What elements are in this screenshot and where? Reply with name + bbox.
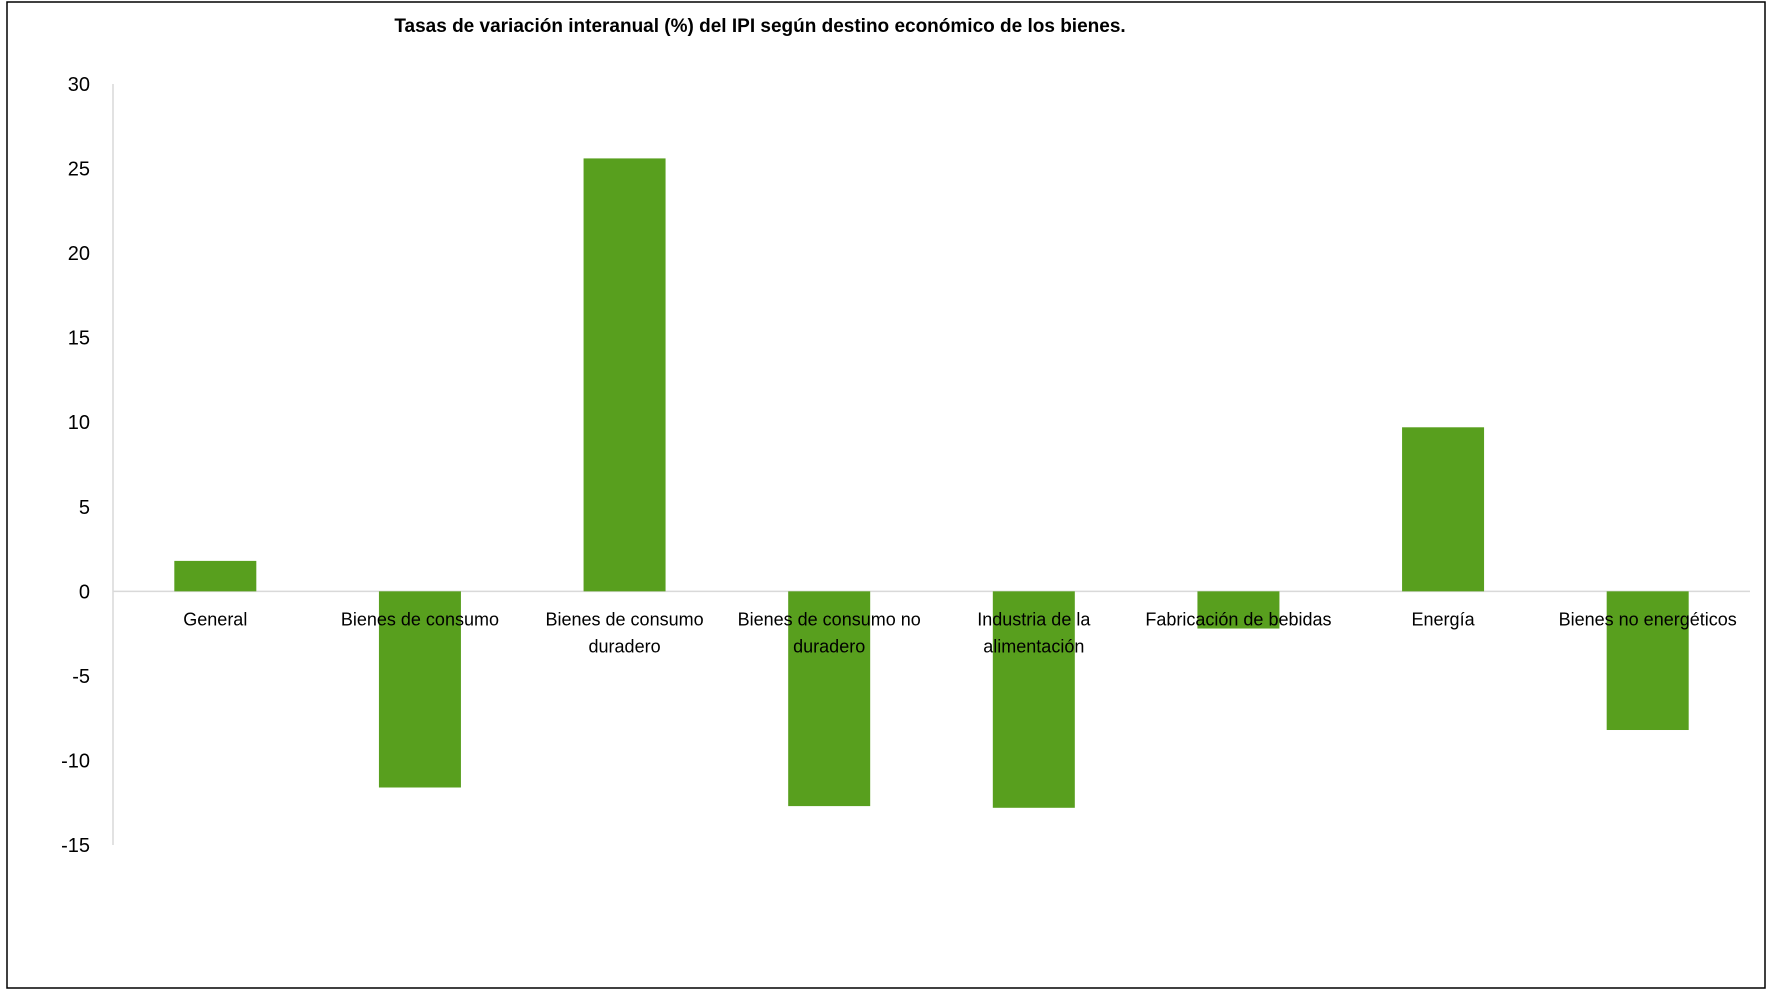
bar-2 xyxy=(583,158,666,592)
x-category-label: Bienes de consumo no duradero xyxy=(738,609,921,656)
bars xyxy=(174,158,1689,808)
y-tick-label: -5 xyxy=(72,666,90,688)
x-category-label: Bienes de consumo duradero xyxy=(546,609,704,656)
y-axis-ticks: 30 25 20 15 10 5 0 -5 -10 -15 xyxy=(61,74,90,857)
bar-6 xyxy=(1402,427,1485,592)
x-category-label: General xyxy=(183,609,247,629)
y-tick-label: -10 xyxy=(61,750,90,772)
x-category-label: Fabricación de bebidas xyxy=(1145,609,1331,629)
y-tick-label: 0 xyxy=(79,581,90,603)
x-category-label: Bienes no energéticos xyxy=(1559,609,1737,629)
chart-border xyxy=(6,1,1766,989)
y-tick-label: -15 xyxy=(61,835,90,857)
bar-1 xyxy=(378,591,461,788)
x-category-label: Energía xyxy=(1412,609,1476,629)
bar-5 xyxy=(1197,591,1280,629)
x-category-label: Bienes de consumo xyxy=(341,609,499,629)
chart-title: Tasas de variación interanual (%) del IP… xyxy=(394,16,1125,37)
y-tick-label: 30 xyxy=(68,74,90,96)
x-category-label: Industria de la alimentación xyxy=(977,609,1091,656)
bar-7 xyxy=(1606,591,1689,731)
y-tick-label: 5 xyxy=(79,497,90,519)
y-tick-label: 10 xyxy=(68,412,90,434)
y-tick-label: 15 xyxy=(68,328,90,350)
y-tick-label: 20 xyxy=(68,243,90,265)
bar-3 xyxy=(788,591,871,807)
bar-4 xyxy=(992,591,1075,808)
y-tick-label: 25 xyxy=(68,159,90,181)
bar-0 xyxy=(174,560,257,592)
x-axis-labels: General Bienes de consumo Bienes de consum… xyxy=(183,609,1736,656)
